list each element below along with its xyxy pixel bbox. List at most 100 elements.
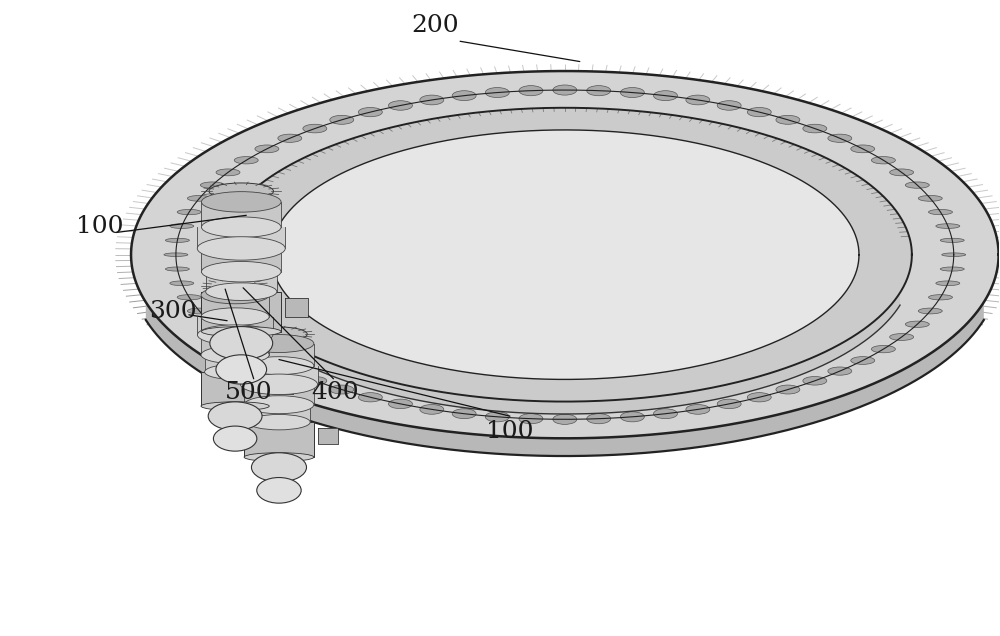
- Ellipse shape: [828, 367, 852, 375]
- Ellipse shape: [234, 345, 258, 353]
- Ellipse shape: [213, 426, 257, 451]
- Polygon shape: [131, 71, 999, 438]
- Ellipse shape: [828, 134, 852, 142]
- Ellipse shape: [803, 124, 827, 133]
- Ellipse shape: [388, 100, 412, 110]
- Ellipse shape: [905, 182, 929, 188]
- Polygon shape: [201, 295, 269, 317]
- Ellipse shape: [654, 409, 677, 418]
- Ellipse shape: [905, 321, 929, 328]
- Ellipse shape: [918, 195, 942, 201]
- Ellipse shape: [942, 253, 966, 256]
- Ellipse shape: [197, 325, 273, 345]
- Text: 500: 500: [225, 381, 273, 404]
- Ellipse shape: [776, 385, 800, 394]
- Ellipse shape: [587, 86, 611, 96]
- Ellipse shape: [303, 124, 327, 133]
- Ellipse shape: [620, 88, 644, 97]
- Ellipse shape: [452, 409, 476, 418]
- Ellipse shape: [519, 413, 543, 424]
- Polygon shape: [201, 292, 281, 331]
- Polygon shape: [273, 378, 293, 394]
- Ellipse shape: [201, 402, 269, 410]
- Ellipse shape: [940, 267, 964, 271]
- Polygon shape: [218, 107, 912, 401]
- Ellipse shape: [929, 294, 952, 300]
- Polygon shape: [197, 227, 285, 249]
- Polygon shape: [244, 384, 314, 404]
- Ellipse shape: [717, 399, 741, 409]
- Ellipse shape: [420, 404, 444, 414]
- Polygon shape: [201, 335, 269, 355]
- Ellipse shape: [164, 253, 188, 256]
- Ellipse shape: [686, 404, 710, 414]
- Ellipse shape: [358, 392, 382, 402]
- Ellipse shape: [358, 107, 382, 117]
- Ellipse shape: [871, 156, 895, 164]
- Polygon shape: [201, 249, 281, 272]
- Ellipse shape: [654, 91, 677, 100]
- Ellipse shape: [936, 224, 960, 228]
- Ellipse shape: [216, 333, 240, 340]
- Ellipse shape: [929, 209, 952, 215]
- Text: 100: 100: [486, 420, 534, 443]
- Ellipse shape: [890, 169, 914, 176]
- Ellipse shape: [717, 100, 741, 110]
- Polygon shape: [248, 404, 310, 422]
- Ellipse shape: [208, 402, 262, 431]
- Ellipse shape: [330, 115, 354, 124]
- Ellipse shape: [747, 107, 771, 117]
- Ellipse shape: [257, 478, 301, 503]
- Ellipse shape: [244, 396, 314, 413]
- Polygon shape: [285, 298, 308, 317]
- Ellipse shape: [201, 346, 269, 364]
- Ellipse shape: [201, 191, 281, 212]
- Ellipse shape: [201, 217, 281, 237]
- Ellipse shape: [587, 413, 611, 424]
- Ellipse shape: [177, 209, 201, 215]
- Ellipse shape: [187, 308, 211, 314]
- Ellipse shape: [330, 385, 354, 394]
- Ellipse shape: [553, 85, 577, 95]
- Text: 200: 200: [411, 14, 459, 37]
- Polygon shape: [146, 302, 984, 456]
- Polygon shape: [244, 343, 314, 366]
- Ellipse shape: [388, 399, 412, 409]
- Ellipse shape: [200, 182, 224, 188]
- Ellipse shape: [165, 267, 189, 271]
- Polygon shape: [244, 422, 314, 457]
- Ellipse shape: [234, 156, 258, 164]
- Ellipse shape: [187, 195, 211, 201]
- Ellipse shape: [170, 281, 194, 286]
- Ellipse shape: [170, 224, 194, 228]
- Text: 400: 400: [312, 381, 359, 404]
- Ellipse shape: [251, 327, 307, 342]
- Ellipse shape: [890, 333, 914, 340]
- Ellipse shape: [851, 357, 875, 364]
- Polygon shape: [206, 272, 277, 292]
- Ellipse shape: [255, 357, 279, 364]
- Ellipse shape: [871, 345, 895, 353]
- Ellipse shape: [207, 279, 263, 293]
- Ellipse shape: [851, 145, 875, 153]
- Ellipse shape: [452, 91, 476, 100]
- Ellipse shape: [776, 115, 800, 124]
- Ellipse shape: [485, 88, 509, 97]
- Ellipse shape: [747, 392, 771, 402]
- Ellipse shape: [255, 145, 279, 153]
- Ellipse shape: [248, 415, 310, 430]
- Ellipse shape: [240, 374, 318, 394]
- Polygon shape: [318, 428, 338, 445]
- Text: 100: 100: [76, 215, 124, 238]
- Ellipse shape: [303, 377, 327, 385]
- Ellipse shape: [201, 308, 269, 326]
- Ellipse shape: [244, 335, 314, 352]
- Ellipse shape: [420, 95, 444, 105]
- Ellipse shape: [803, 377, 827, 385]
- Text: 300: 300: [149, 300, 197, 323]
- Ellipse shape: [620, 411, 644, 422]
- Polygon shape: [240, 366, 318, 384]
- Ellipse shape: [197, 237, 285, 260]
- Ellipse shape: [205, 364, 266, 380]
- Ellipse shape: [686, 95, 710, 105]
